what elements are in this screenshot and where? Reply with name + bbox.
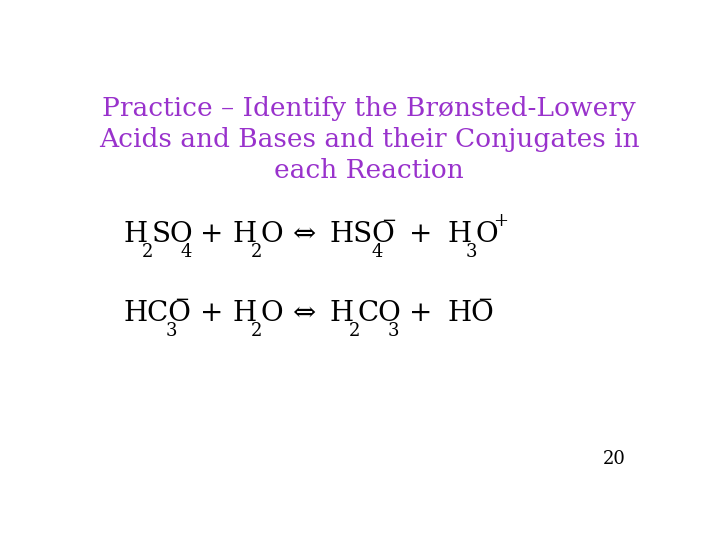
Text: 2: 2 (251, 244, 262, 261)
Text: each Reaction: each Reaction (274, 158, 464, 183)
Text: +: + (409, 300, 433, 327)
Text: +: + (200, 220, 224, 247)
Text: 20: 20 (603, 450, 626, 468)
Text: +: + (200, 300, 224, 327)
Text: O: O (260, 220, 283, 247)
Text: 2: 2 (348, 322, 360, 340)
Text: SO: SO (151, 220, 193, 247)
Text: +: + (493, 212, 508, 230)
Text: −: − (477, 291, 492, 309)
Text: H: H (124, 220, 148, 247)
Text: H: H (447, 220, 472, 247)
Text: HO: HO (447, 300, 494, 327)
Text: HSO: HSO (330, 220, 396, 247)
Text: H: H (330, 300, 354, 327)
Text: O: O (475, 220, 498, 247)
Text: 4: 4 (372, 244, 383, 261)
Text: +: + (409, 220, 433, 247)
Text: ⇔: ⇔ (292, 220, 316, 247)
Text: ⇔: ⇔ (292, 300, 316, 327)
Text: 2: 2 (142, 244, 153, 261)
Text: CO: CO (358, 300, 402, 327)
Text: 3: 3 (387, 322, 399, 340)
Text: 2: 2 (251, 322, 262, 340)
Text: Practice – Identify the Brønsted-Lowery: Practice – Identify the Brønsted-Lowery (102, 96, 636, 121)
Text: 3: 3 (466, 244, 477, 261)
Text: 4: 4 (181, 244, 192, 261)
Text: H: H (233, 300, 256, 327)
Text: H: H (233, 220, 256, 247)
Text: HCO: HCO (124, 300, 192, 327)
Text: Acids and Bases and their Conjugates in: Acids and Bases and their Conjugates in (99, 127, 639, 152)
Text: −: − (174, 291, 189, 309)
Text: 3: 3 (166, 322, 177, 340)
Text: −: − (381, 212, 396, 230)
Text: O: O (260, 300, 283, 327)
